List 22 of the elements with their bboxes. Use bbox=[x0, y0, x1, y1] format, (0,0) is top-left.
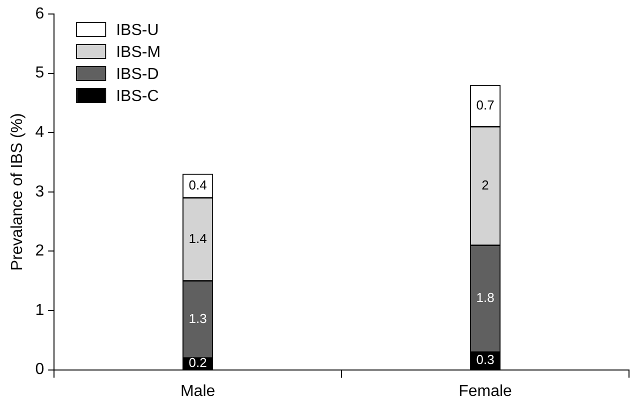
x-tick-label: Male bbox=[180, 382, 216, 400]
y-tick-label: 4 bbox=[35, 124, 44, 142]
data-label: 0.7 bbox=[476, 97, 494, 112]
data-label: 1.8 bbox=[476, 290, 494, 306]
legend-label: IBS-M bbox=[116, 44, 161, 61]
data-label: 0.2 bbox=[188, 355, 207, 370]
data-label: 2 bbox=[482, 178, 489, 193]
y-tick-label: 3 bbox=[35, 183, 44, 200]
y-tick-label: 6 bbox=[35, 5, 44, 22]
y-tick-label: 0 bbox=[35, 361, 44, 378]
y-tick-label: 2 bbox=[35, 242, 44, 260]
data-label: 0.4 bbox=[188, 178, 207, 193]
y-axis-title: Prevalance of IBS (%) bbox=[9, 113, 26, 271]
y-tick-label: 5 bbox=[35, 64, 44, 82]
legend-label: IBS-D bbox=[116, 66, 159, 83]
y-tick-label: 1 bbox=[35, 302, 44, 319]
x-tick-label: Female bbox=[458, 382, 512, 400]
data-label: 1.4 bbox=[188, 230, 207, 246]
legend-label: IBS-C bbox=[116, 88, 159, 105]
data-label: 1.3 bbox=[188, 310, 207, 326]
legend-label: IBS-U bbox=[116, 22, 159, 39]
data-label: 0.3 bbox=[476, 352, 494, 368]
